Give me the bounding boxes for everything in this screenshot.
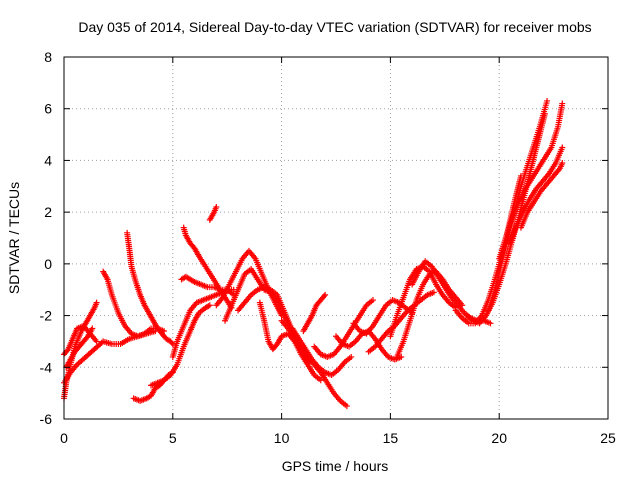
data-point [348,353,355,360]
y-tick-label: -2 [40,308,53,324]
chart-title: Day 035 of 2014, Sidereal Day-to-day VTE… [78,19,591,35]
data-point [93,299,100,306]
series-t6 [124,229,176,348]
data-point [430,289,437,296]
data-point [321,293,328,300]
y-tick-labels: -6 -4 -2 0 2 4 6 8 [40,49,53,427]
data-point [206,302,213,309]
x-axis-label: GPS time / hours [282,458,389,474]
y-axis-label: SDTVAR / TECUs [6,182,22,294]
y-tick-label: -6 [40,411,53,427]
y-tick-label: 4 [44,152,52,168]
series-t31 [507,144,566,247]
x-tick-label: 10 [274,430,290,446]
series-t11 [178,273,237,298]
series-t20 [311,297,376,360]
data-point [64,347,71,354]
data-point [213,203,220,210]
series-t8 [148,302,213,389]
plot-frame [63,56,609,420]
series-t32 [517,160,566,231]
series-t13 [213,247,285,319]
series-t18 [289,325,355,379]
series-t19 [300,291,329,335]
data-point [559,160,566,167]
x-tick-label: 0 [60,430,68,446]
grid [64,57,608,419]
data-point [487,320,494,327]
data-point [343,403,350,410]
data-point [559,144,566,151]
data-point [93,338,100,345]
x-tick-label: 25 [600,430,616,446]
series-t30 [496,100,566,262]
series-t2 [61,328,159,386]
data-point [369,297,376,304]
data-point [559,100,566,107]
y-tick-label: 2 [44,204,52,220]
y-tick-label: 8 [44,49,52,65]
series-t7 [130,369,176,404]
x-tick-label: 20 [491,430,507,446]
data-point [544,97,551,104]
y-tick-label: 6 [44,101,52,117]
series-t4 [63,325,96,371]
x-tick-label: 15 [383,430,399,446]
y-tick-label: -4 [40,359,53,375]
data-point [317,377,324,384]
y-tick-label: 0 [44,256,52,272]
axis-ticks [63,56,609,420]
series-t12 [206,203,220,223]
data-point [169,341,176,348]
data-point [89,325,96,332]
data-point [168,339,175,346]
x-tick-label: 5 [169,430,177,446]
series-t5 [100,268,168,340]
data-points [61,97,566,410]
data-point [322,291,329,298]
x-tick-labels: 0 5 10 15 20 25 [60,430,616,446]
series-t10 [180,224,235,311]
